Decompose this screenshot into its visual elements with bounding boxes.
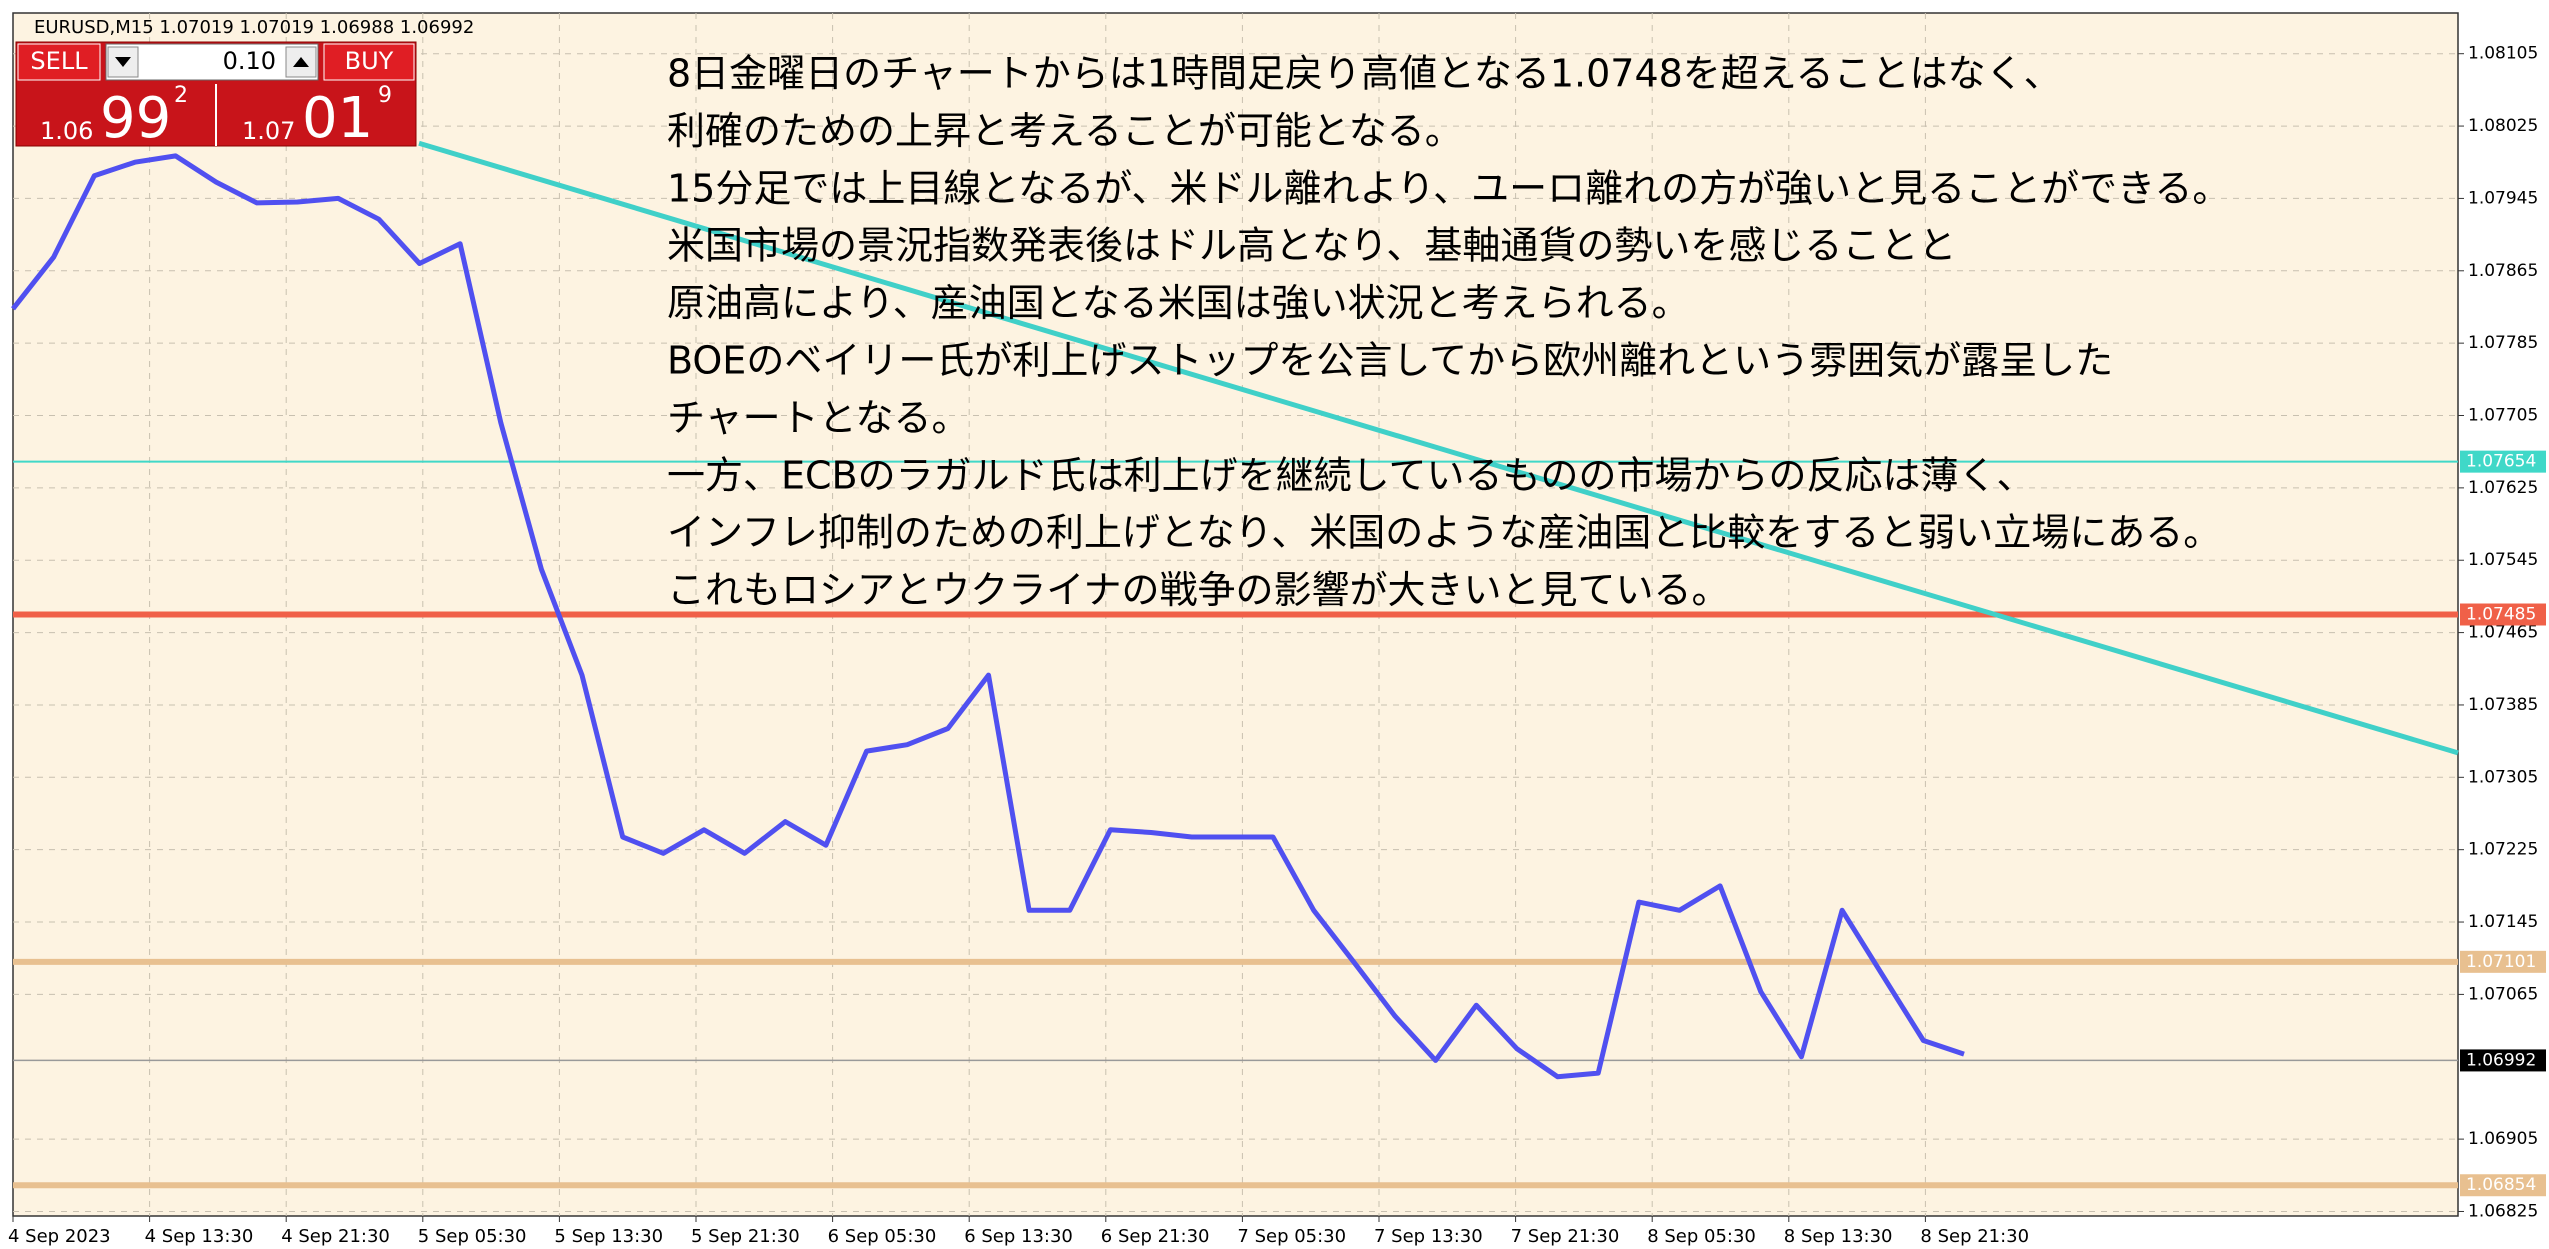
sell-button[interactable] [17, 43, 101, 81]
level-label: 1.07654 [2466, 452, 2536, 472]
x-tick-label: 5 Sep 05:30 [418, 1226, 527, 1247]
ask-big: 1.07 [242, 117, 295, 145]
lot-up[interactable] [285, 46, 317, 78]
sell-label: SELL [30, 47, 88, 75]
lot-value: 0.10 [223, 47, 276, 75]
y-tick-label: 1.07545 [2468, 550, 2538, 570]
y-tick-label: 1.07065 [2468, 984, 2538, 1004]
annotation-line: インフレ抑制のための利上げとなり、米国のような産油国と比較をすると弱い立場にある… [667, 511, 2221, 555]
y-tick-label: 1.07785 [2468, 333, 2538, 353]
bid-big: 1.06 [40, 117, 93, 145]
x-tick-label: 6 Sep 13:30 [964, 1226, 1073, 1247]
price-line [11, 153, 1965, 1080]
buy-button[interactable] [323, 43, 415, 81]
y-tick-label: 1.07145 [2468, 912, 2538, 932]
y-tick-label: 1.06905 [2468, 1129, 2538, 1149]
x-tick-label: 8 Sep 13:30 [1784, 1226, 1893, 1247]
x-tick-label: 8 Sep 21:30 [1920, 1226, 2029, 1247]
current-price-label: 1.06992 [2466, 1050, 2536, 1070]
marks [11, 140, 2459, 1189]
x-tick-label: 7 Sep 13:30 [1374, 1226, 1483, 1247]
y-tick-label: 1.07305 [2468, 767, 2538, 787]
bid-small: 2 [174, 83, 188, 108]
bid-main: 99 [100, 86, 171, 151]
annotation-line: BOEのベイリー氏が利上げストップを公言してから欧州離れという雰囲気が露呈した [667, 339, 2113, 383]
y-tick-label: 1.08025 [2468, 116, 2538, 136]
annotation-line: 一方、ECBのラガルド氏は利上げを継続しているものの市場からの反応は薄く、 [667, 453, 2034, 497]
trend-line [418, 140, 2459, 756]
current-price-tag [2460, 1049, 2546, 1072]
x-tick-label: 6 Sep 05:30 [828, 1226, 937, 1247]
x-tick-label: 5 Sep 21:30 [691, 1226, 800, 1247]
x-tick-label: 7 Sep 21:30 [1511, 1226, 1620, 1247]
x-tick-label: 4 Sep 2023 [8, 1226, 111, 1247]
y-tick-label: 1.07225 [2468, 840, 2538, 860]
y-tick-label: 1.08105 [2468, 44, 2538, 64]
annotation-line: 8日金曜日のチャートからは1時間足戻り高値となる1.0748を超えることはなく、 [667, 52, 2062, 96]
up-arrow [293, 57, 309, 67]
annotation-line: 原油高により、産油国となる米国は強い状況と考えられる。 [667, 281, 1690, 325]
x-tick-label: 6 Sep 21:30 [1101, 1226, 1210, 1247]
level-tag [2460, 950, 2546, 973]
level-tag [2460, 450, 2546, 473]
buy-label: BUY [345, 47, 394, 75]
level-label: 1.07101 [2466, 952, 2536, 972]
y-tick-label: 1.07385 [2468, 695, 2538, 715]
ask-main: 01 [302, 86, 373, 151]
y-tick-label: 1.07465 [2468, 623, 2538, 643]
down-arrow [115, 57, 131, 67]
symbol-info: EURUSD,M15 1.07019 1.07019 1.06988 1.069… [34, 17, 474, 38]
lot-input[interactable] [105, 43, 319, 81]
annotation: 8日金曜日のチャートからは1時間足戻り高値となる1.0748を超えることはなく、… [667, 52, 2230, 613]
annotation-line: チャートとなる。 [667, 396, 969, 440]
x-tick-label: 5 Sep 13:30 [554, 1226, 663, 1247]
level-label: 1.06854 [2466, 1175, 2536, 1195]
ask-small: 9 [378, 83, 392, 108]
y-tick-label: 1.07945 [2468, 188, 2538, 208]
labels: 1.081051.080251.079451.078651.077851.077… [8, 44, 2546, 1247]
y-tick-label: 1.07705 [2468, 406, 2538, 426]
annotation-line: 15分足では上目線となるが、米ドル離れより、ユーロ離れの方が強いと見ることができ… [667, 166, 2230, 210]
x-tick-label: 4 Sep 13:30 [145, 1226, 254, 1247]
annotation-line: 米国市場の景況指数発表後はドル高となり、基軸通貨の勢いを感じることと [667, 224, 1956, 268]
x-tick-label: 7 Sep 05:30 [1237, 1226, 1346, 1247]
y-tick-label: 1.07625 [2468, 478, 2538, 498]
x-tick-label: 8 Sep 05:30 [1647, 1226, 1756, 1247]
annotation-line: 利確のための上昇と考えることが可能となる。 [667, 109, 1463, 153]
annotation-line: これもロシアとウクライナの戦争の影響が大きいと見ている。 [667, 568, 1729, 612]
trade-panel: SELL 0.10 BUY 1.06 99 2 1.07 01 9 [15, 41, 417, 151]
y-tick-label: 1.06825 [2468, 1201, 2538, 1221]
y-tick-label: 1.07865 [2468, 261, 2538, 281]
x-tick-label: 4 Sep 21:30 [281, 1226, 390, 1247]
level-tag [2460, 603, 2546, 626]
level-label: 1.07485 [2466, 605, 2536, 625]
level-tag [2460, 1174, 2546, 1197]
